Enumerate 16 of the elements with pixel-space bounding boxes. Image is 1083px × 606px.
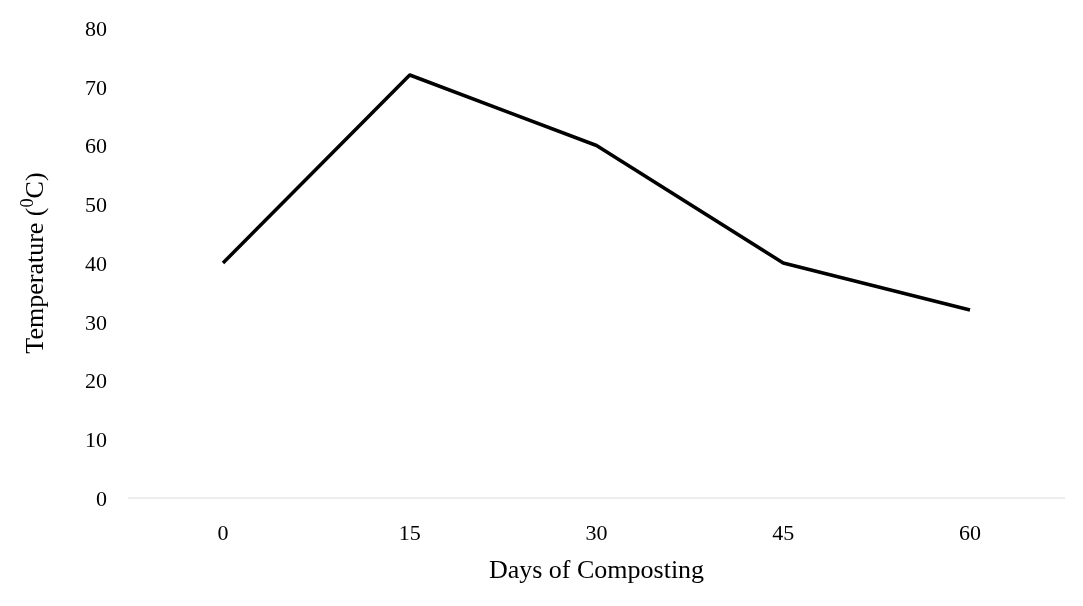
x-tick-label: 15 xyxy=(398,519,421,545)
x-tick-label: 45 xyxy=(772,519,795,545)
x-tick-label: 30 xyxy=(585,519,608,545)
y-tick-label: 60 xyxy=(85,133,107,159)
y-tick-label: 10 xyxy=(85,427,107,453)
y-tick-label: 0 xyxy=(96,485,107,511)
y-tick-label: 30 xyxy=(85,309,107,335)
y-tick-label: 20 xyxy=(85,368,107,394)
y-tick-label: 70 xyxy=(85,74,107,100)
x-axis-title: Days of Composting xyxy=(488,555,705,584)
y-tick-label: 40 xyxy=(85,250,107,276)
y-tick-label: 80 xyxy=(85,15,107,41)
x-tick-label: 60 xyxy=(959,519,981,545)
y-tick-label: 50 xyxy=(85,192,107,218)
x-tick-label: 0 xyxy=(217,519,229,545)
line-series xyxy=(221,73,972,312)
